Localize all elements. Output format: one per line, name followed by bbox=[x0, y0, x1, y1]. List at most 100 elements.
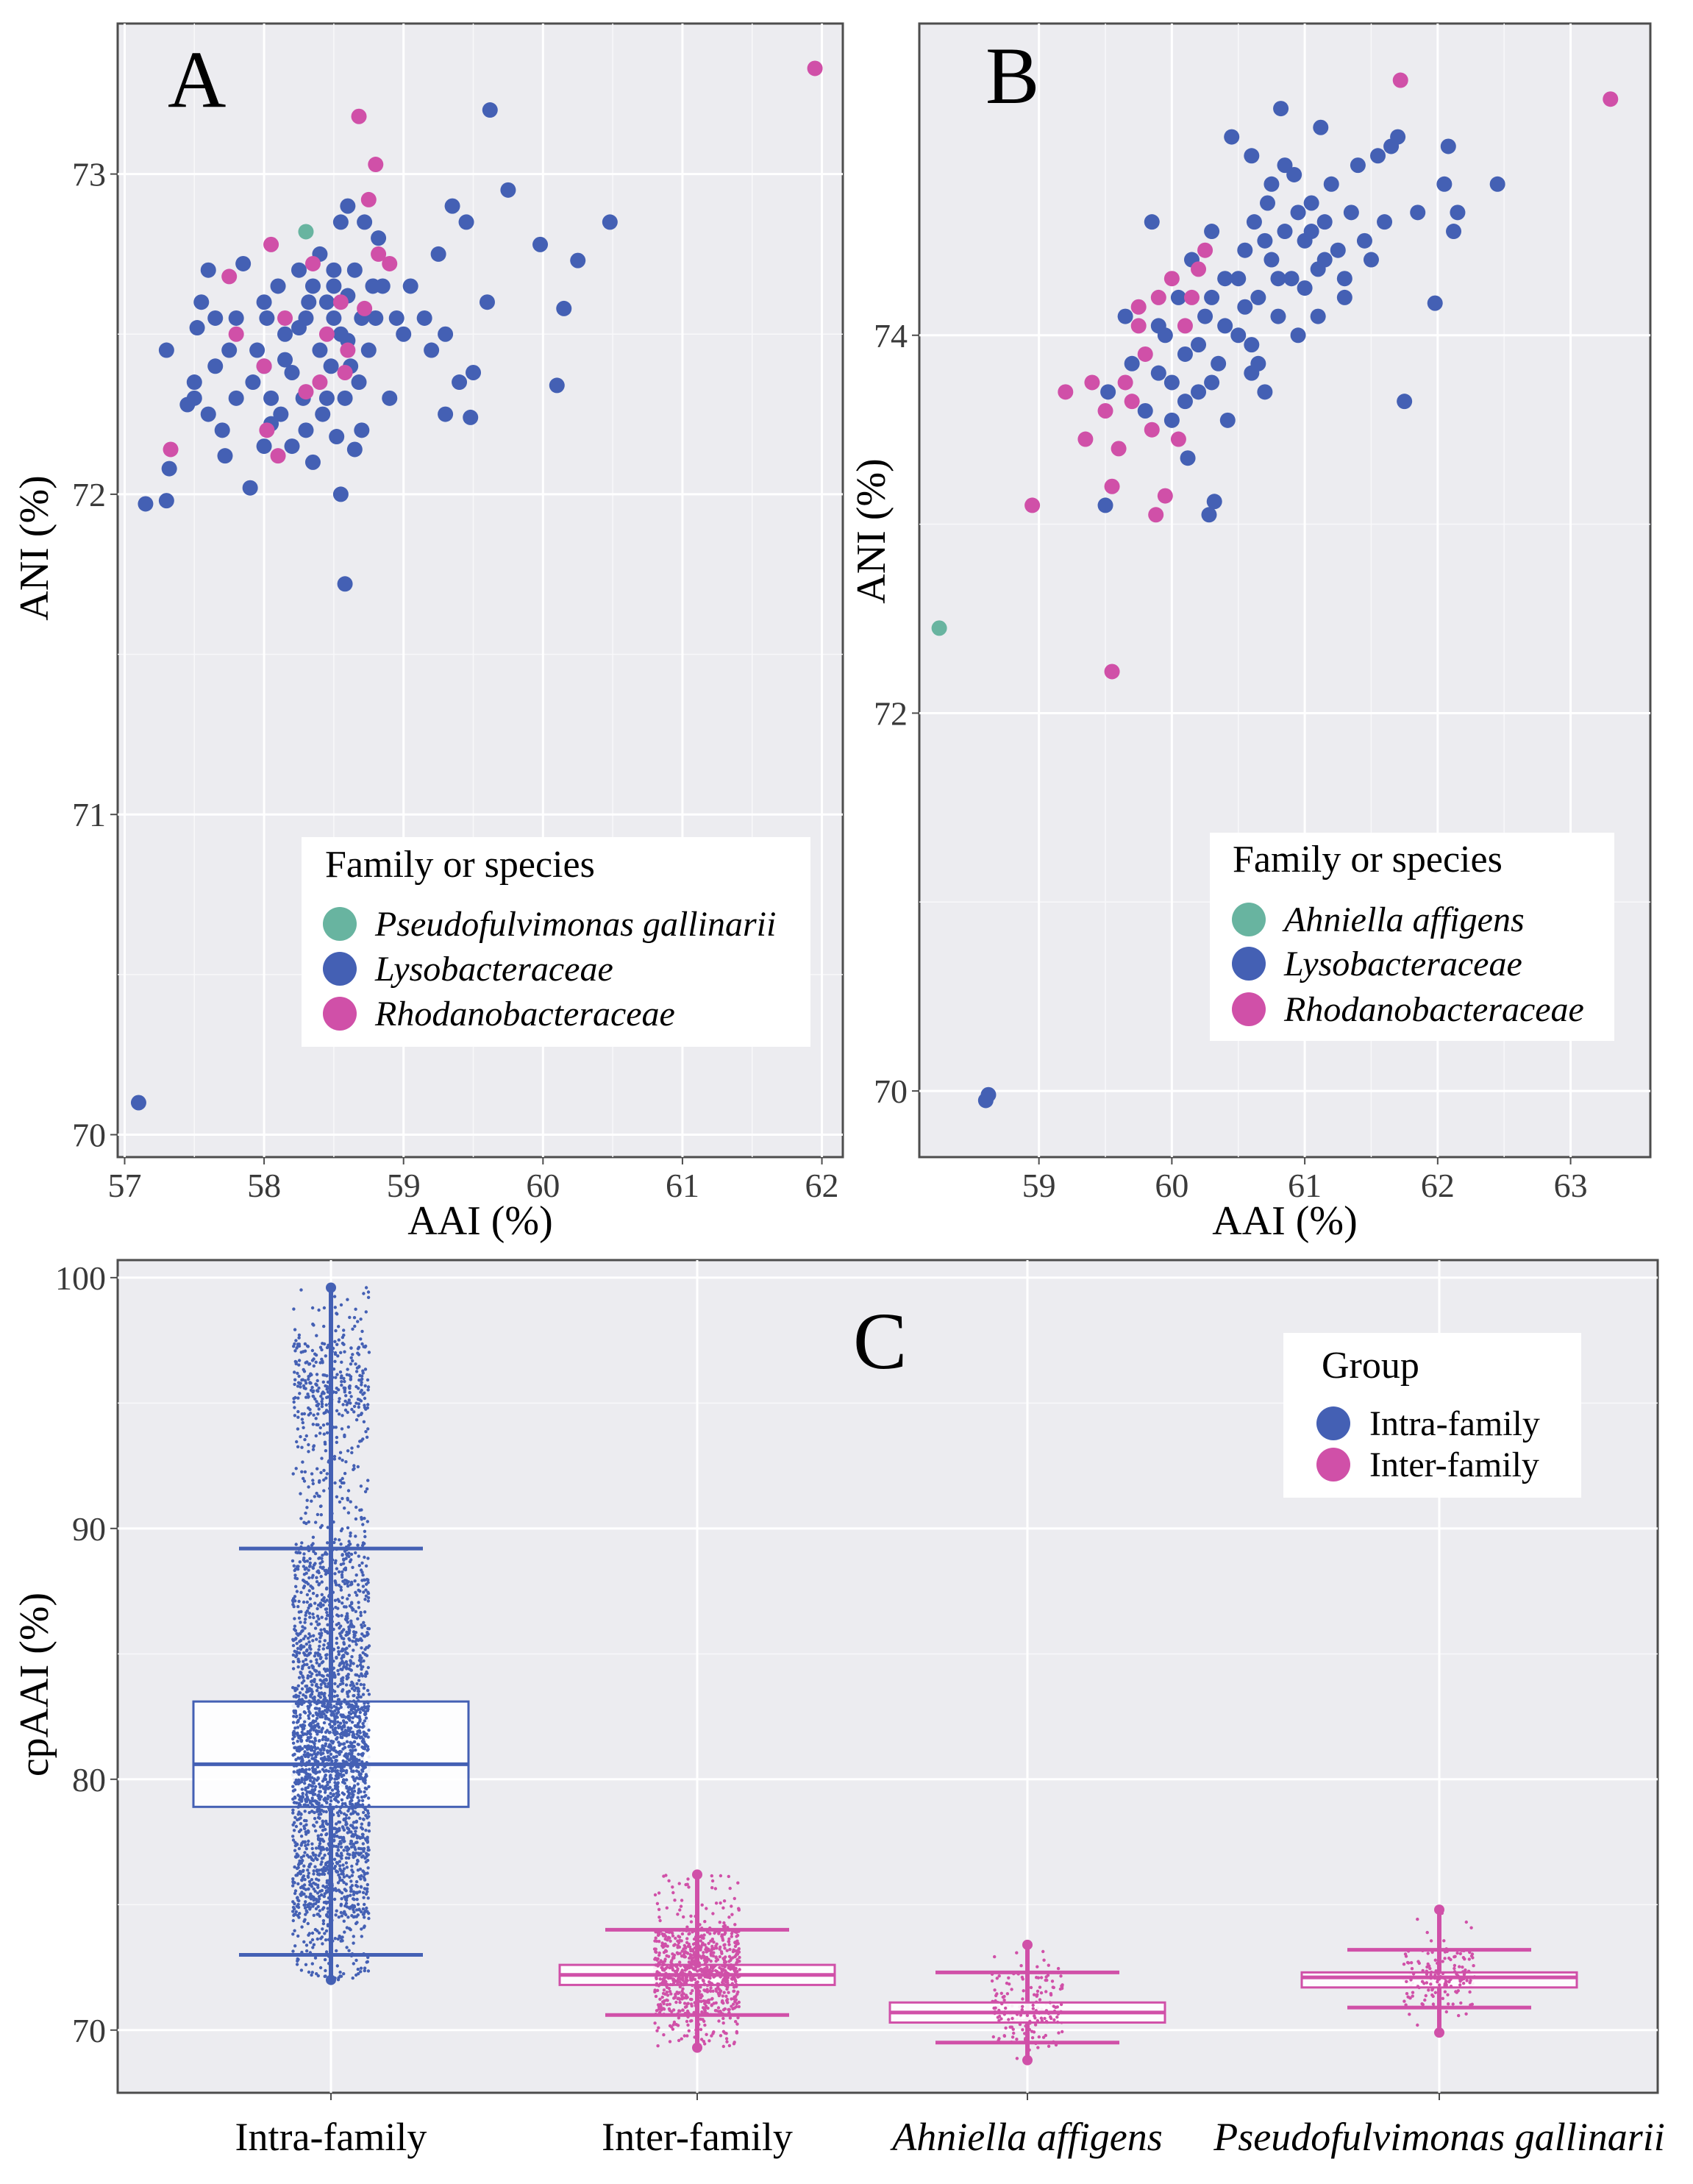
jitter-point-intra-family bbox=[346, 1511, 351, 1515]
point-lysobacteraceae bbox=[326, 310, 342, 326]
jitter-point-intra-family bbox=[299, 1816, 302, 1820]
jitter-point-ahniella-affigens bbox=[1029, 1985, 1033, 1990]
jitter-point-intra-family bbox=[310, 1757, 314, 1760]
jitter-point-intra-family bbox=[297, 1359, 302, 1362]
jitter-point-intra-family bbox=[299, 1738, 304, 1743]
jitter-point-intra-family bbox=[344, 1557, 348, 1560]
jitter-point-intra-family bbox=[321, 1744, 324, 1748]
jitter-point-intra-family bbox=[342, 1662, 346, 1665]
jitter-point-ahniella-affigens bbox=[1035, 1994, 1038, 1998]
jitter-point-intra-family bbox=[310, 1726, 314, 1729]
jitter-point-intra-family bbox=[352, 1648, 355, 1652]
point-rhodanobacteraceae bbox=[1024, 497, 1041, 513]
jitter-point-intra-family bbox=[293, 1746, 296, 1750]
point-lysobacteraceae bbox=[346, 441, 363, 458]
jitter-point-intra-family bbox=[300, 1541, 304, 1545]
jitter-point-intra-family bbox=[364, 1860, 368, 1864]
jitter-point-intra-family bbox=[322, 1894, 326, 1899]
jitter-point-intra-family bbox=[366, 1596, 371, 1600]
jitter-point-intra-family bbox=[320, 1456, 324, 1460]
jitter-point-intra-family bbox=[349, 1766, 353, 1771]
jitter-point-ahniella-affigens bbox=[1044, 1975, 1048, 1979]
jitter-point-intra-family bbox=[366, 1626, 370, 1631]
jitter-point-intra-family bbox=[323, 1682, 327, 1685]
point-lysobacteraceae bbox=[1277, 224, 1293, 240]
jitter-point-intra-family bbox=[345, 1662, 349, 1666]
jitter-point-intra-family bbox=[350, 1914, 354, 1918]
jitter-point-inter-family bbox=[661, 1991, 666, 1996]
jitter-point-intra-family bbox=[304, 1635, 307, 1638]
jitter-point-inter-family bbox=[676, 1939, 680, 1943]
jitter-point-intra-family bbox=[314, 1897, 318, 1901]
jitter-point-intra-family bbox=[313, 1793, 317, 1796]
jitter-point-intra-family bbox=[291, 1653, 296, 1657]
point-lysobacteraceae bbox=[1336, 271, 1352, 287]
point-lysobacteraceae bbox=[277, 352, 293, 368]
jitter-point-inter-family bbox=[708, 1932, 712, 1935]
jitter-point-intra-family bbox=[316, 1776, 320, 1779]
jitter-point-intra-family bbox=[344, 1660, 349, 1664]
jitter-point-intra-family bbox=[321, 1397, 324, 1401]
jitter-point-intra-family bbox=[316, 1937, 319, 1941]
x-tick-label: 61 bbox=[1288, 1167, 1322, 1204]
jitter-point-intra-family bbox=[302, 1940, 306, 1943]
point-lysobacteraceae bbox=[1436, 176, 1453, 192]
jitter-point-intra-family bbox=[326, 1907, 329, 1910]
jitter-point-inter-family bbox=[680, 1954, 684, 1958]
jitter-point-inter-family bbox=[721, 2021, 725, 2025]
jitter-point-intra-family bbox=[335, 1435, 339, 1440]
jitter-point-intra-family bbox=[291, 1559, 295, 1563]
jitter-point-intra-family bbox=[317, 1557, 321, 1560]
jitter-point-intra-family bbox=[344, 1813, 349, 1817]
point-lysobacteraceae bbox=[1370, 148, 1386, 164]
jitter-point-intra-family bbox=[320, 1691, 324, 1695]
jitter-point-intra-family bbox=[335, 1759, 338, 1763]
jitter-point-inter-family bbox=[677, 2016, 681, 2020]
point-rhodanobacteraceae bbox=[1111, 441, 1127, 457]
jitter-point-inter-family bbox=[702, 1933, 706, 1937]
point-rhodanobacteraceae bbox=[228, 326, 244, 342]
jitter-point-intra-family bbox=[361, 1740, 365, 1744]
jitter-point-intra-family bbox=[291, 1472, 295, 1476]
jitter-point-inter-family bbox=[719, 1874, 723, 1878]
jitter-point-intra-family bbox=[326, 1526, 329, 1529]
jitter-point-intra-family bbox=[307, 1450, 310, 1454]
jitter-point-pseudofulvimonas-gallinarii bbox=[1453, 1963, 1457, 1968]
jitter-point-intra-family bbox=[346, 1498, 350, 1502]
jitter-point-intra-family bbox=[349, 1845, 354, 1849]
jitter-point-intra-family bbox=[322, 1478, 326, 1482]
jitter-point-intra-family bbox=[339, 1936, 343, 1940]
jitter-point-intra-family bbox=[298, 1560, 302, 1564]
jitter-point-intra-family bbox=[305, 1498, 309, 1502]
jitter-point-intra-family bbox=[318, 1966, 323, 1970]
jitter-point-intra-family bbox=[332, 1755, 336, 1760]
jitter-point-inter-family bbox=[655, 1939, 659, 1943]
jitter-point-inter-family bbox=[718, 1921, 721, 1924]
jitter-point-intra-family bbox=[311, 1535, 316, 1539]
jitter-point-intra-family bbox=[315, 1637, 318, 1641]
jitter-point-intra-family bbox=[312, 1869, 316, 1873]
jitter-point-intra-family bbox=[296, 1959, 299, 1963]
jitter-point-inter-family bbox=[721, 1994, 724, 1998]
jitter-point-intra-family bbox=[354, 1686, 357, 1690]
point-lysobacteraceae bbox=[189, 320, 205, 336]
jitter-point-intra-family bbox=[317, 1726, 321, 1729]
jitter-point-inter-family bbox=[676, 1946, 680, 1949]
jitter-point-intra-family bbox=[305, 1559, 310, 1563]
jitter-point-ahniella-affigens bbox=[995, 1992, 999, 1996]
jitter-point-intra-family bbox=[311, 1322, 315, 1326]
jitter-point-inter-family bbox=[716, 2006, 721, 2010]
jitter-point-pseudofulvimonas-gallinarii bbox=[1444, 2010, 1449, 2014]
jitter-point-intra-family bbox=[328, 1722, 332, 1726]
jitter-point-intra-family bbox=[326, 1623, 329, 1626]
jitter-point-intra-family bbox=[347, 1690, 352, 1693]
jitter-point-inter-family bbox=[727, 1991, 730, 1994]
jitter-point-intra-family bbox=[366, 1735, 370, 1739]
jitter-point-intra-family bbox=[307, 1576, 311, 1580]
jitter-point-intra-family bbox=[347, 1711, 352, 1715]
point-lysobacteraceae bbox=[463, 409, 479, 425]
jitter-point-intra-family bbox=[360, 1638, 363, 1643]
jitter-point-intra-family bbox=[342, 1557, 346, 1561]
jitter-point-inter-family bbox=[709, 1939, 713, 1943]
jitter-point-intra-family bbox=[308, 1729, 313, 1732]
